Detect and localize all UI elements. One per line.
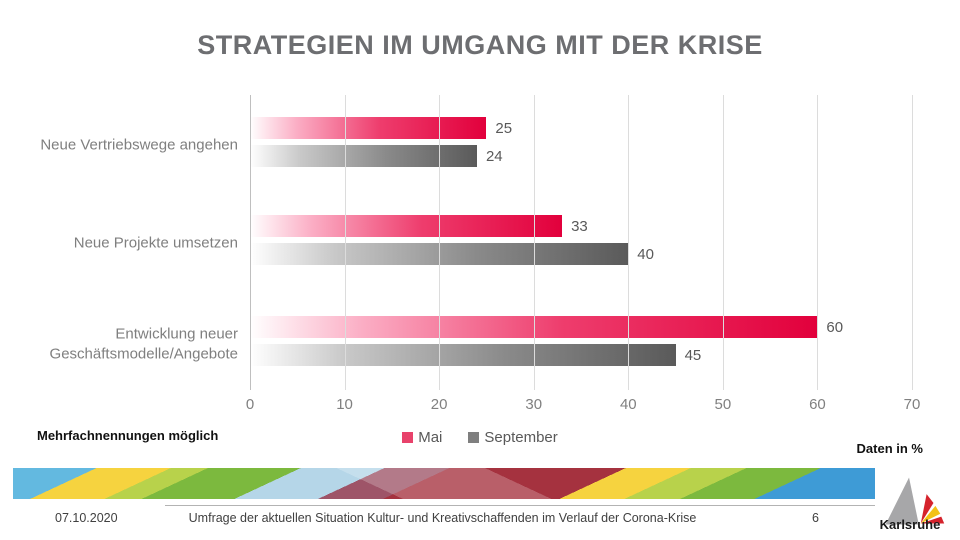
bar-value-label: 25 [495,119,513,137]
legend-item-mai: Mai [402,429,442,446]
legend-swatch-mai [402,432,414,443]
chart-legend: Mai September [0,429,960,446]
footer-date: 07.10.2020 [55,511,118,525]
bar-value-label: 45 [684,346,702,364]
logo-fan-red-bottom [920,516,945,524]
gridline [439,95,441,390]
bar-row-september: 45 [250,344,912,366]
category-label: Neue Projekte umsetzen [73,234,238,252]
x-tick-label: 50 [714,396,732,413]
legend-label-mai: Mai [418,429,443,446]
gridline [912,95,913,390]
category-label: Entwicklung neuer Geschäftsmodelle/Angeb… [49,325,238,363]
bar-row-mai: 33 [250,215,912,237]
x-tick-label: 40 [619,396,637,413]
bar-row-mai: 25 [250,117,912,139]
legend-item-september: September [468,429,558,446]
bar-value-label: 33 [571,217,588,235]
gridline [817,95,819,390]
gridline [628,95,630,390]
gridline [250,95,251,390]
bar-mai [250,117,487,139]
karlsruhe-logo-icon [885,477,945,525]
bar-row-september: 40 [250,243,912,265]
bar-value-label: 40 [637,245,654,263]
bar-group-geschaeftsmodelle: Entwicklung neuer Geschäftsmodelle/Angeb… [50,316,912,372]
legend-label-september: September [484,429,558,446]
gridline [533,95,535,390]
x-tick-label: 30 [525,396,543,413]
logo-pyramid [885,477,919,525]
bar-mai [250,215,563,237]
footer-divider [165,505,875,506]
bar-september [250,145,477,167]
logo-fan-red-top [920,494,934,524]
x-tick-label: 20 [430,396,448,413]
bar-september [250,344,676,366]
gridline [344,95,346,390]
bar-value-label: 24 [485,147,503,165]
legend-swatch-september [468,432,480,443]
slide-title: STRATEGIEN IM UMGANG MIT DER KRISE [197,30,763,60]
bar-row-september: 24 [250,145,912,167]
category-label: Neue Vertriebswege angehen [40,136,238,154]
x-tick-label: 0 [245,396,255,413]
plot-area: Neue Vertriebswege angehen 25 24 Neue Pr… [40,95,920,413]
note-data-in-percent: Daten in % [856,441,923,456]
bar-group-vertriebswege: Neue Vertriebswege angehen 25 24 [40,117,912,173]
x-tick-label: 60 [809,396,826,413]
decorative-stripe-band [13,468,875,499]
note-multiple-answers: Mehrfachnennungen möglich [37,428,219,443]
x-tick-label: 70 [903,396,921,413]
gridline [722,95,724,390]
logo-fan-yellow [920,505,941,524]
footer-caption: Umfrage der aktuellen Situation Kultur- … [188,511,697,525]
footer-page-number: 6 [812,511,819,525]
bar-value-label: 60 [826,318,844,336]
bar-row-mai: 60 [250,316,912,338]
karlsruhe-logo-text: Karlsruhe [879,517,941,532]
bar-group-projekte: Neue Projekte umsetzen 33 40 [74,215,912,271]
x-tick-label: 10 [336,396,353,413]
